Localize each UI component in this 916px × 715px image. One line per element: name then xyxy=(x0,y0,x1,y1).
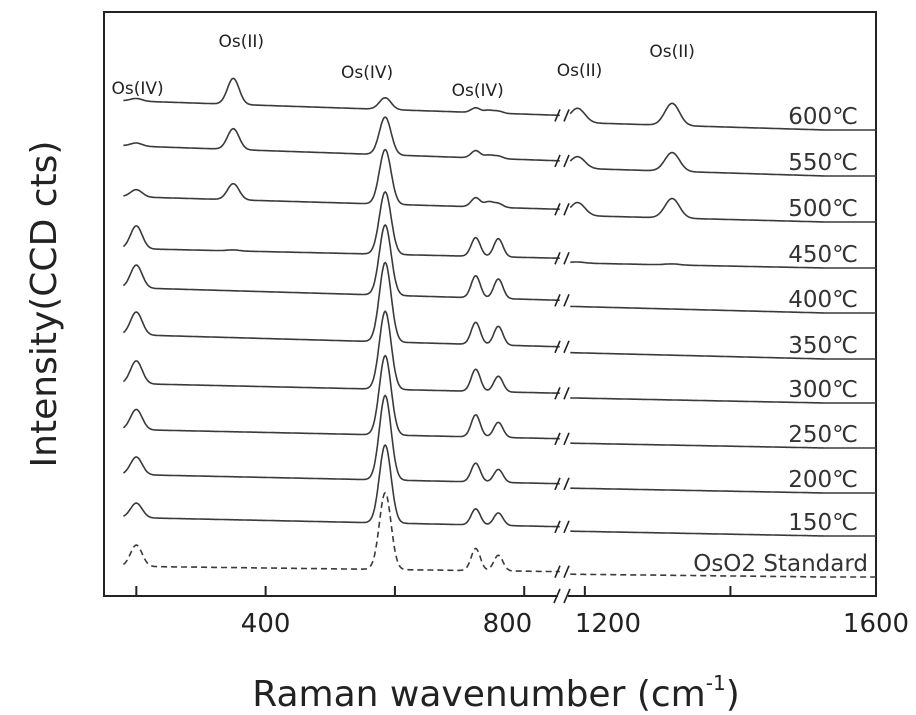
series-line xyxy=(570,351,876,360)
trace-break-mark xyxy=(554,340,561,354)
series-line xyxy=(570,573,876,578)
series-label: OsO2 Standard xyxy=(693,551,868,577)
series-label: 250℃ xyxy=(788,422,858,448)
trace-break-mark xyxy=(554,294,561,307)
trace-break-mark xyxy=(563,294,570,307)
series-line xyxy=(570,397,876,404)
trace-break-mark xyxy=(563,109,570,122)
peak-annotation: Os(IV) xyxy=(111,79,163,99)
trace-break-mark xyxy=(563,520,570,534)
trace-break-mark xyxy=(563,432,570,446)
x-tick-label: 1200 xyxy=(575,609,641,639)
series-line xyxy=(122,354,560,440)
series-line xyxy=(122,261,560,348)
series-label: 300℃ xyxy=(788,377,858,403)
axis-break-gap xyxy=(558,588,568,604)
series-line xyxy=(570,261,876,269)
x-axis-label-close: ) xyxy=(726,674,740,715)
trace-break-mark xyxy=(563,565,570,578)
axis-break-mark xyxy=(553,588,561,604)
series-label: 350℃ xyxy=(788,333,858,359)
series-label: 600℃ xyxy=(788,104,858,130)
trace-break-mark xyxy=(563,203,570,216)
trace-break-mark xyxy=(563,251,570,265)
trace-break-mark xyxy=(554,520,561,534)
series-line xyxy=(569,102,876,131)
series-line xyxy=(570,442,876,449)
peak-annotation: Os(IV) xyxy=(452,81,504,101)
series-line xyxy=(122,394,560,485)
series-line xyxy=(569,151,876,177)
trace-break-mark xyxy=(563,340,570,354)
trace-break-mark xyxy=(554,386,561,400)
peak-annotation: Os(IV) xyxy=(341,63,393,83)
trace-break-mark xyxy=(554,109,561,122)
series-line xyxy=(570,530,876,537)
series-label: 200℃ xyxy=(788,467,858,493)
spectra-traces xyxy=(122,77,876,578)
x-axis-ticks: 400 800 1200 1600 xyxy=(135,586,909,639)
y-axis-label: Intensity(CCD cts) xyxy=(24,141,65,468)
x-tick-label: 800 xyxy=(483,609,533,639)
trace-break-mark xyxy=(563,386,570,400)
series-label: 550℃ xyxy=(788,150,858,176)
trace-break-mark xyxy=(563,477,570,491)
trace-break-mark xyxy=(554,154,561,168)
trace-labels: 600℃ 550℃ 500℃ 450℃ 400℃ 350℃ 300℃ 250℃ 200℃ 150℃… xyxy=(693,104,868,577)
peak-annotation: Os(II) xyxy=(557,61,603,81)
x-tick-label: 400 xyxy=(241,609,291,639)
trace-break-mark xyxy=(554,432,561,446)
x-axis-label-superscript: -1 xyxy=(706,671,726,695)
series-line xyxy=(122,491,560,573)
series-line xyxy=(123,148,560,211)
series-label: 450℃ xyxy=(788,242,858,268)
peak-annotation: Os(II) xyxy=(649,42,695,62)
series-line xyxy=(570,305,876,314)
series-label: 500℃ xyxy=(788,196,858,222)
series-label: 400℃ xyxy=(788,287,858,313)
trace-break-mark xyxy=(554,203,561,216)
x-tick-label: 1600 xyxy=(843,609,909,639)
peak-annotation: Os(II) xyxy=(218,32,264,52)
series-line xyxy=(122,190,560,259)
trace-break-mark xyxy=(554,251,561,265)
series-label: 150℃ xyxy=(788,510,858,536)
series-line xyxy=(122,310,560,394)
trace-break-mark xyxy=(563,154,570,168)
series-line xyxy=(123,77,560,117)
x-axis-label: Raman wavenumber (cm-1) xyxy=(252,671,739,715)
series-line xyxy=(122,223,560,302)
axis-break-mark xyxy=(563,588,571,604)
series-line xyxy=(123,443,560,528)
x-axis-label-main: Raman wavenumber (cm xyxy=(252,674,705,715)
trace-break-mark xyxy=(554,477,561,491)
series-line xyxy=(570,487,876,494)
peak-annotations: Os(IV) Os(II) Os(IV) Os(IV) Os(II) Os(II) xyxy=(111,32,694,101)
series-line xyxy=(123,116,560,162)
trace-break-mark xyxy=(554,565,561,578)
series-line xyxy=(569,197,876,223)
